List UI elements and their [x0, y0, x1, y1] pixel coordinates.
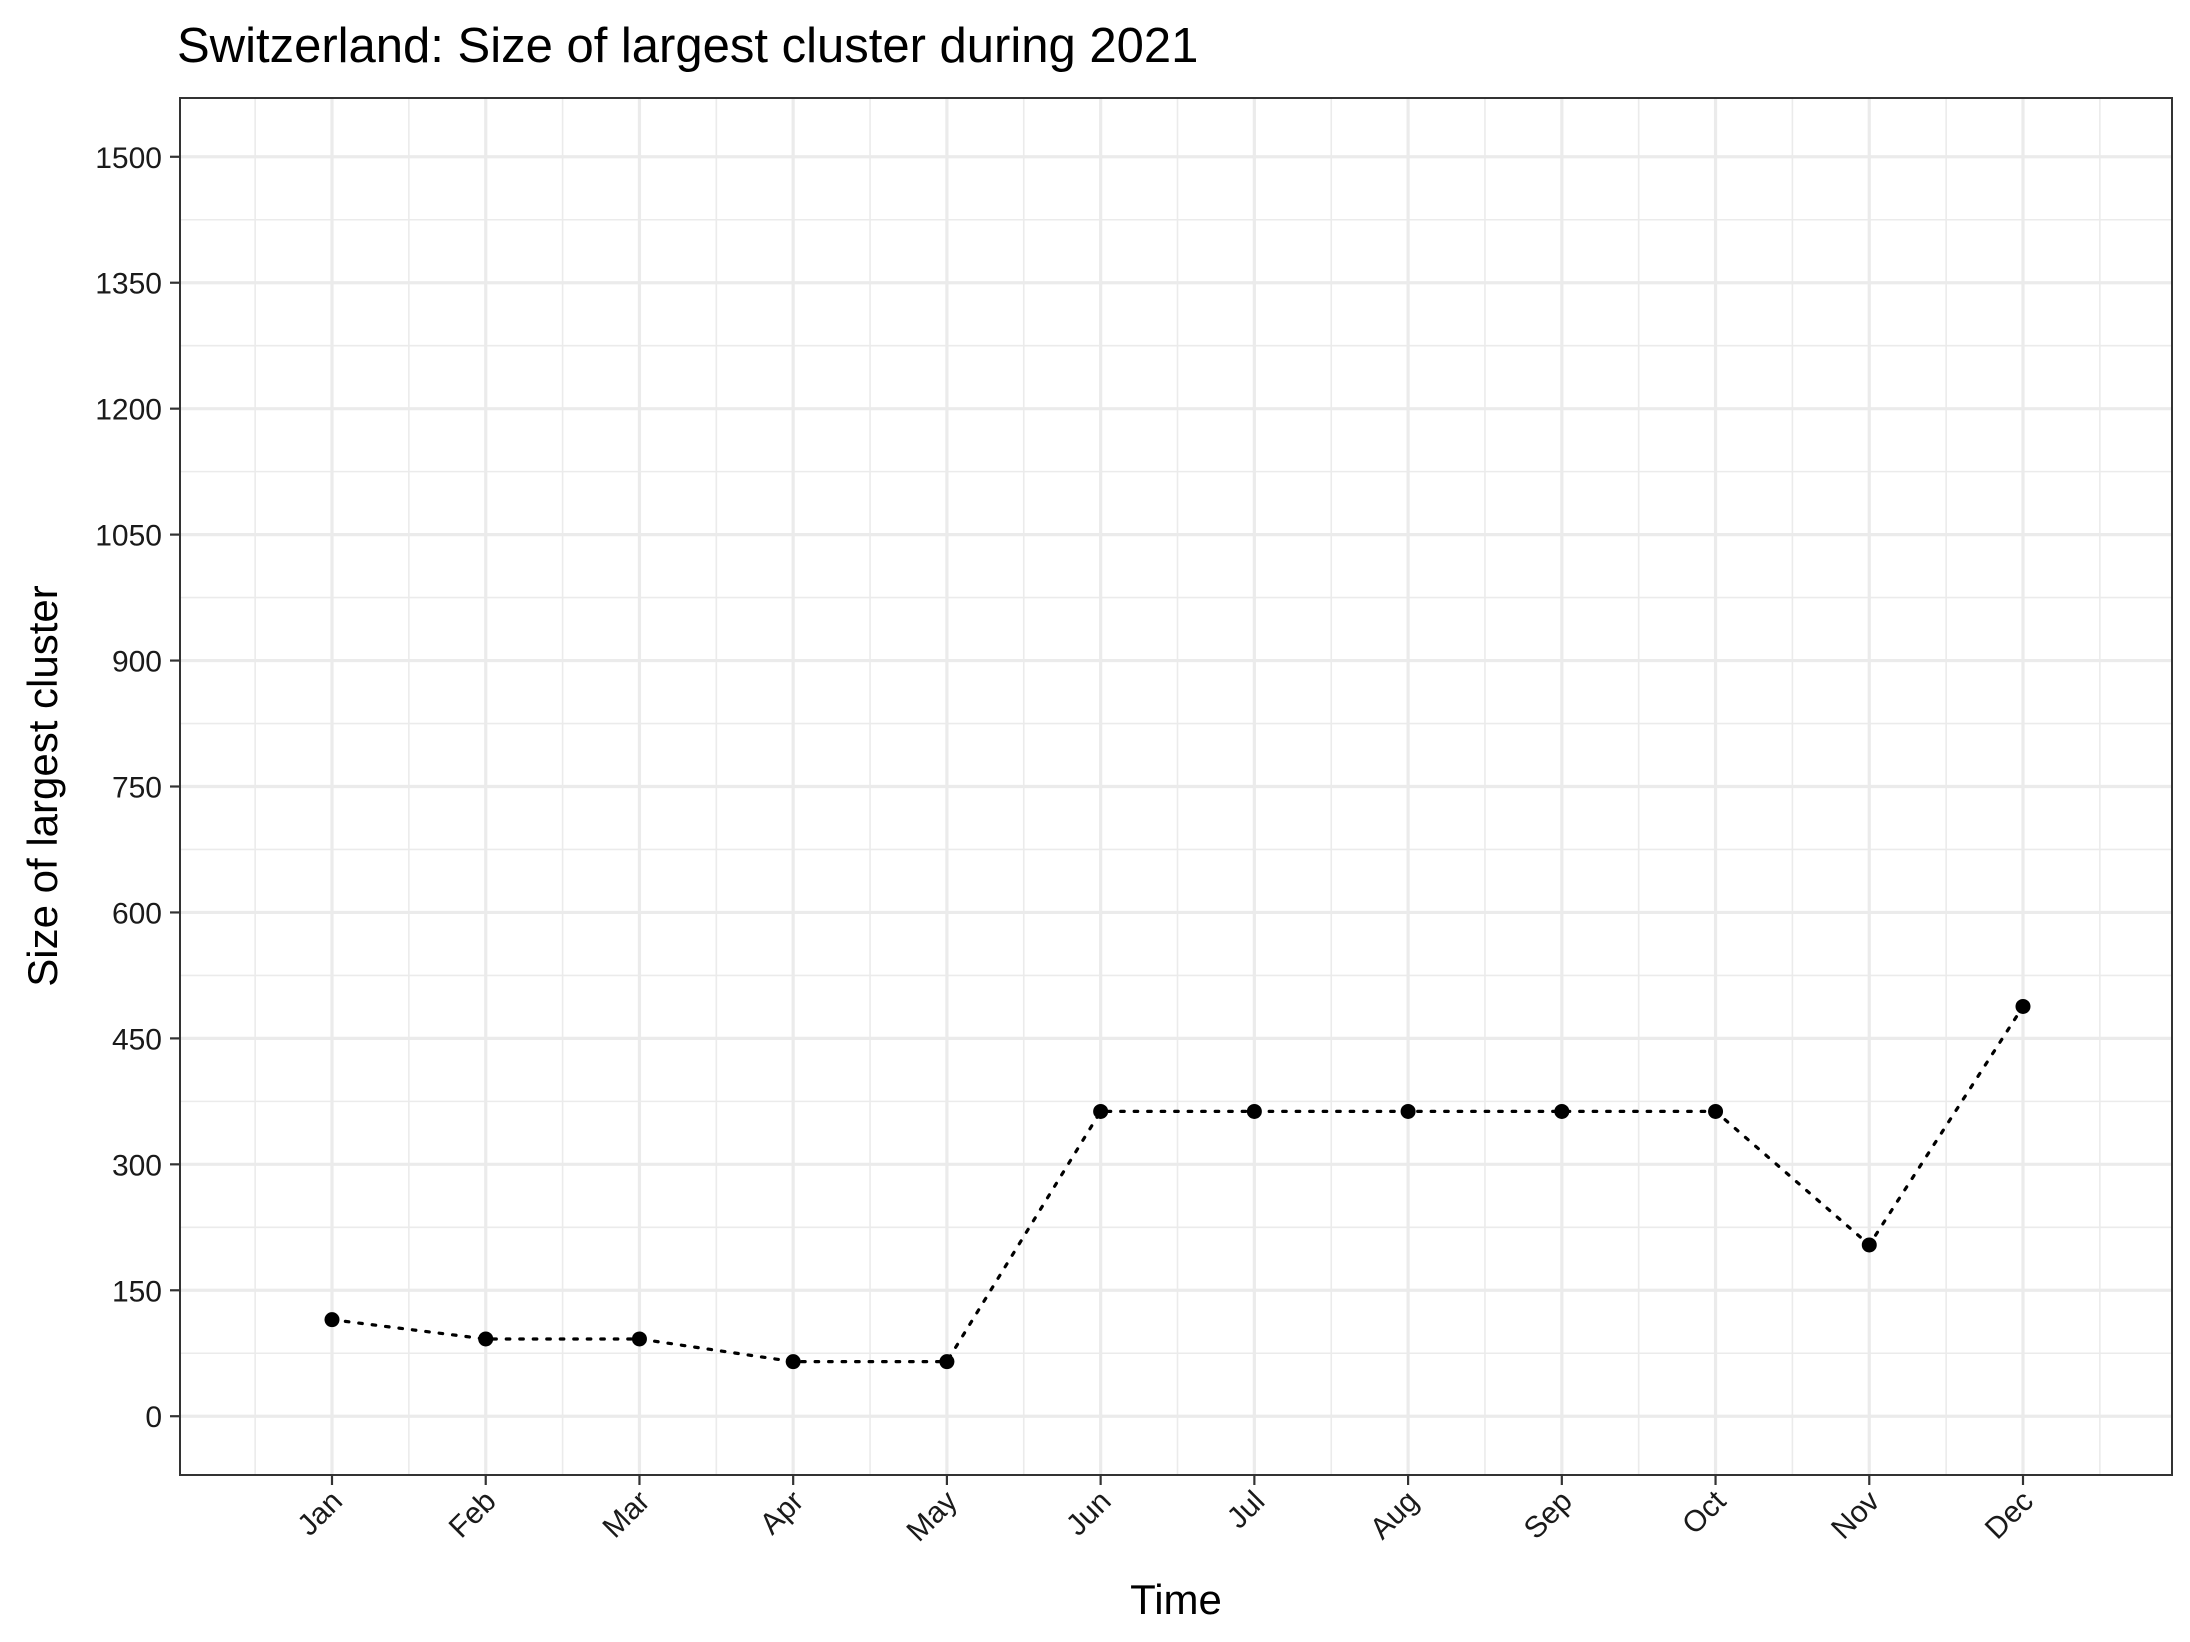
data-point	[631, 1331, 647, 1347]
series-line	[330, 1004, 2025, 1364]
x-tick-label: May	[900, 1485, 963, 1548]
x-tick-label: Dec	[1979, 1485, 2040, 1546]
data-point	[1400, 1103, 1416, 1119]
data-point	[785, 1354, 801, 1370]
x-tick-label: Jun	[1060, 1485, 1118, 1543]
x-tick-label: Aug	[1364, 1485, 1425, 1546]
x-axis-ticks: Jan Feb Mar Apr May Jun Jul Aug Sep Oct Nov Dec	[291, 1475, 2040, 1548]
data-points	[324, 998, 2031, 1370]
y-tick-label: 1200	[95, 394, 162, 427]
y-tick-label: 1350	[95, 268, 162, 301]
x-tick-label: Jul	[1221, 1485, 1271, 1535]
y-axis-ticks: 0 150 300 450 600 750 900 1050 1200 1350 1500	[95, 142, 180, 1434]
data-point	[1093, 1103, 1109, 1119]
y-tick-label: 300	[112, 1149, 162, 1182]
x-tick-label: Nov	[1825, 1485, 1886, 1546]
data-point	[324, 1312, 340, 1328]
x-tick-label: Jan	[291, 1485, 349, 1543]
y-tick-label: 0	[145, 1401, 162, 1434]
y-tick-label: 150	[112, 1275, 162, 1308]
data-point	[1246, 1103, 1262, 1119]
x-axis-label: Time	[1130, 1576, 1222, 1623]
data-point	[1708, 1103, 1724, 1119]
y-tick-label: 900	[112, 646, 162, 679]
y-axis-label: Size of largest cluster	[19, 585, 66, 987]
data-point	[1554, 1103, 1570, 1119]
data-point	[939, 1354, 955, 1370]
y-tick-label: 1050	[95, 520, 162, 553]
x-tick-label: Mar	[597, 1485, 657, 1545]
chart-title: Switzerland: Size of largest cluster dur…	[177, 19, 1198, 73]
major-grid	[180, 98, 2172, 1475]
x-tick-label: Sep	[1518, 1485, 1579, 1546]
x-tick-label: Apr	[754, 1485, 810, 1541]
y-tick-label: 1500	[95, 142, 162, 175]
data-point	[2015, 998, 2031, 1014]
y-tick-label: 450	[112, 1023, 162, 1056]
x-tick-label: Feb	[443, 1485, 503, 1545]
data-point	[1861, 1237, 1877, 1253]
x-tick-label: Oct	[1676, 1484, 1733, 1541]
y-tick-label: 600	[112, 897, 162, 930]
data-point	[478, 1331, 494, 1347]
series-layer	[324, 998, 2031, 1370]
y-tick-label: 750	[112, 772, 162, 805]
